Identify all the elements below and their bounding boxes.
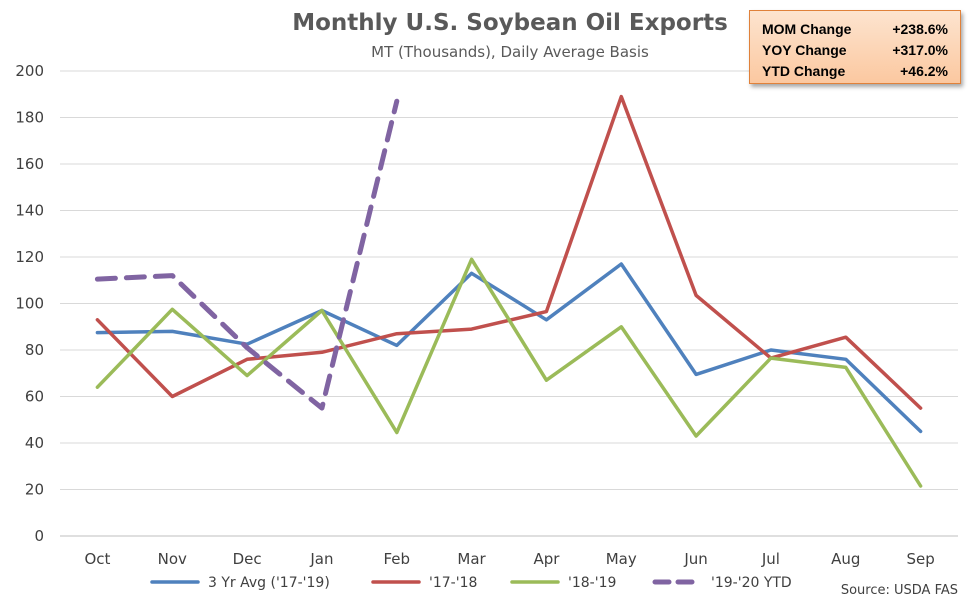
chart-subtitle: MT (Thousands), Daily Average Basis: [371, 43, 649, 61]
x-tick-label: Sep: [906, 550, 934, 568]
y-tick-label: 140: [15, 202, 44, 220]
x-tick-label: Mar: [457, 550, 486, 568]
stats-label: MOM Change: [762, 21, 852, 37]
x-tick-label: Feb: [383, 550, 410, 568]
y-tick-label: 80: [25, 341, 44, 359]
legend-label: '17-'18: [429, 575, 477, 591]
y-tick-label: 160: [15, 155, 44, 173]
legend-label: '18-'19: [568, 575, 616, 591]
x-tick-label: Jul: [761, 550, 780, 568]
source-note: Source: USDA FAS: [841, 583, 958, 598]
stats-label: YOY Change: [762, 42, 847, 58]
stats-value: +238.6%: [892, 21, 948, 37]
y-tick-label: 120: [15, 248, 44, 266]
x-tick-label: Oct: [84, 550, 110, 568]
gridlines: [60, 70, 958, 537]
y-axis-ticks: 0 20 40 60 80 100 120 140 160 180 200: [15, 62, 44, 545]
x-tick-label: Jun: [683, 550, 707, 568]
y-tick-label: 180: [15, 109, 44, 127]
stats-value: +46.2%: [900, 63, 948, 79]
legend-label: '19-'20 YTD: [711, 575, 792, 591]
stats-value: +317.0%: [892, 42, 948, 58]
legend-label: 3 Yr Avg ('17-'19): [208, 575, 330, 591]
series-line-1: [95, 262, 923, 434]
y-tick-label: 20: [25, 481, 44, 499]
y-tick-label: 0: [34, 527, 44, 545]
chart-title: Monthly U.S. Soybean Oil Exports: [292, 10, 728, 36]
x-axis-ticks: Oct Nov Dec Jan Feb Mar Apr May Jun Jul Aug Sep: [84, 550, 934, 568]
y-tick-label: 200: [15, 62, 44, 80]
x-tick-label: Aug: [831, 550, 860, 568]
x-tick-label: Dec: [233, 550, 262, 568]
series-lines: [94, 94, 923, 488]
stats-row-ytd: YTD Change +46.2%: [762, 61, 948, 82]
x-tick-label: May: [606, 550, 637, 568]
x-tick-label: Jan: [309, 550, 333, 568]
stats-row-mom: MOM Change +238.6%: [762, 19, 948, 40]
y-tick-label: 40: [25, 434, 44, 452]
y-tick-label: 100: [15, 295, 44, 313]
x-tick-label: Apr: [533, 550, 560, 568]
stats-label: YTD Change: [762, 63, 846, 79]
stats-row-yoy: YOY Change +317.0%: [762, 40, 948, 61]
x-tick-label: Nov: [158, 550, 187, 568]
legend: 3 Yr Avg ('17-'19) '17-'18 '18-'19 '19-'20 …: [150, 575, 792, 591]
stats-box: MOM Change +238.6% YOY Change +317.0% YT…: [749, 10, 961, 84]
series-line-4: [94, 98, 400, 411]
y-tick-label: 60: [25, 388, 44, 406]
series-line-3: [95, 257, 923, 488]
